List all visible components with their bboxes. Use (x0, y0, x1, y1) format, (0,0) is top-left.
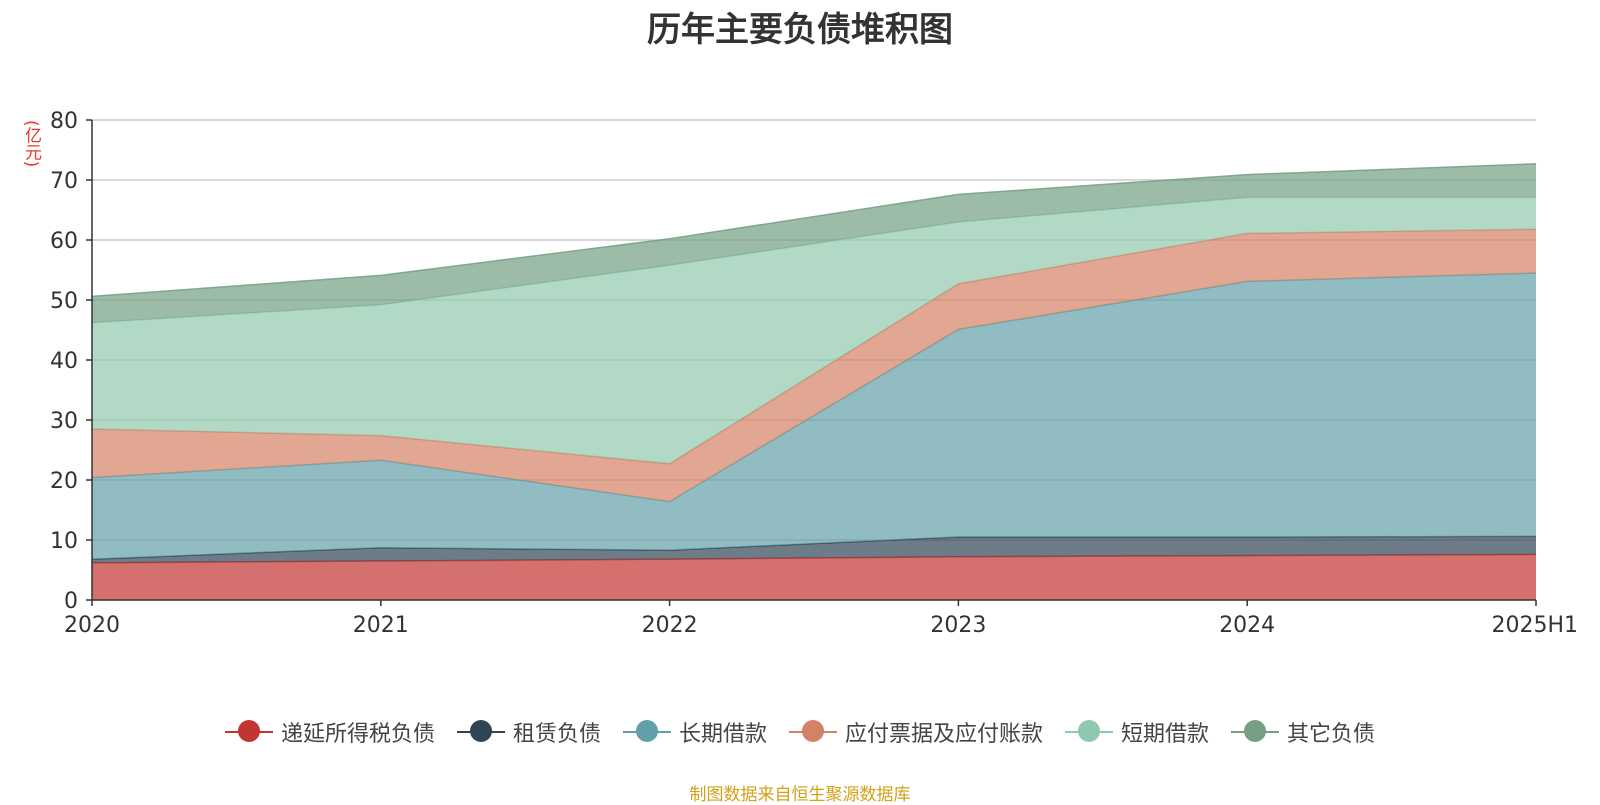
y-tick-label: 30 (50, 409, 78, 434)
legend-item-1[interactable]: 租赁负债 (456, 716, 601, 748)
area-series-5 (92, 163, 1536, 323)
source-note: 制图数据来自恒生聚源数据库 (689, 785, 911, 805)
y-tick-label: 40 (50, 349, 78, 374)
area-edge-series-5 (91, 163, 1537, 298)
y-axis-unit-label: (亿元) (21, 120, 41, 168)
legend-item-2[interactable]: 长期借款 (622, 716, 767, 748)
legend-label: 租赁负债 (512, 722, 601, 747)
x-tick-label: 2021 (353, 613, 409, 638)
axes: 0 10 20 30 40 50 60 70 80 2020 2021 2022 2023 2024 202… (50, 109, 1578, 638)
legend-swatch (456, 720, 505, 744)
legend-label: 其它负债 (1287, 722, 1376, 747)
chart-title: 历年主要负债堆积图 (647, 10, 953, 50)
legend-dot-icon (469, 720, 492, 742)
legend-dot-icon (1244, 720, 1267, 742)
y-tick-label: 10 (50, 529, 78, 554)
legend-swatch (1065, 720, 1114, 744)
legend-swatch (622, 720, 671, 744)
x-tick-label: 2022 (642, 613, 698, 638)
y-tick-label: 60 (50, 229, 78, 254)
legend-dot-icon (635, 720, 658, 742)
legend-item-3[interactable]: 应付票据及应付账款 (789, 716, 1043, 748)
x-tick-label: 2023 (930, 613, 986, 638)
area-series-0 (92, 554, 1536, 600)
legend-item-4[interactable]: 短期借款 (1065, 716, 1209, 748)
y-tick-label: 50 (50, 289, 78, 314)
legend-item-5[interactable]: 其它负债 (1231, 716, 1375, 748)
y-tick-label: 0 (64, 589, 78, 614)
y-tick-label: 70 (50, 169, 78, 194)
legend: 递延所得税负债 租赁负债 长期借款 应付票据及应付账款 短期借款 其它负债 (0, 716, 1600, 748)
legend-swatch (224, 720, 273, 744)
stacked-areas (91, 163, 1537, 600)
x-tick-label: 2024 (1219, 613, 1275, 638)
legend-dot-icon (802, 720, 824, 742)
legend-label: 长期借款 (678, 722, 767, 747)
legend-label: 递延所得税负债 (280, 722, 435, 747)
y-tick-label: 20 (50, 469, 78, 494)
x-tick-label: 2020 (64, 613, 120, 638)
legend-dot-icon (1078, 720, 1101, 742)
legend-item-0[interactable]: 递延所得税负债 (224, 716, 435, 748)
area-series-1 (92, 536, 1536, 563)
y-tick-label: 80 (50, 109, 78, 134)
area-series-3 (92, 229, 1536, 502)
legend-dot-icon (237, 720, 260, 742)
legend-label: 应付票据及应付账款 (845, 722, 1044, 747)
legend-label: 短期借款 (1121, 722, 1210, 747)
x-tick-label: 2025H1 (1491, 613, 1578, 638)
legend-swatch (789, 720, 837, 744)
area-series-4 (92, 197, 1536, 464)
legend-swatch (1231, 720, 1280, 744)
